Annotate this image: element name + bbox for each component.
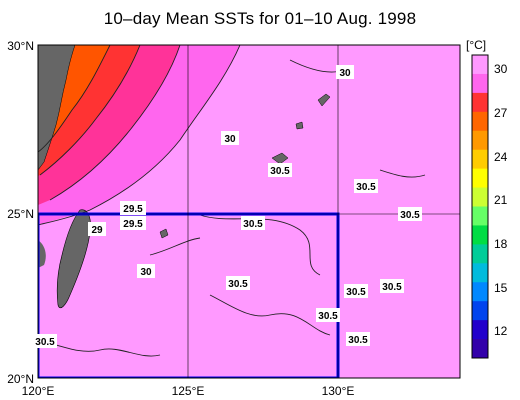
svg-text:30: 30 [224,134,236,145]
lat-label-20: 20°N [7,372,34,386]
svg-text:30.5: 30.5 [270,166,290,177]
svg-text:30.5: 30.5 [382,282,402,293]
isotherm-label: 30.5 [354,179,378,193]
isotherm-label: 30.5 [268,163,292,177]
svg-text:29.5: 29.5 [123,204,143,215]
isotherm-label: 30.5 [316,308,340,322]
yaeyama-island [159,228,169,239]
colorbar-tick: 21 [494,193,508,207]
isotherm-lines [38,45,426,357]
okinawa-island [317,93,331,107]
colorbar-swatch [472,244,488,264]
colorbar-swatch [472,73,488,94]
lon-label-120: 120°E [22,384,55,398]
isotherm-label: 29.5 [120,201,146,215]
miyako-island [271,152,289,165]
colorbar-swatch [472,206,488,226]
colorbar-tick: 18 [494,237,508,251]
colorbar-swatch [472,282,488,302]
lon-label-125: 125°E [172,384,205,398]
colorbar-swatch [472,301,488,321]
isotherm-labels: 30 30 30.5 30.5 30.5 29.5 29.5 29 30.5 3… [33,65,422,348]
isotherm-label: 30.5 [241,216,265,230]
ryukyu-island [295,121,304,130]
colorbar-frame [471,54,489,359]
isotherm-label: 30.5 [346,332,370,346]
lon-label-130: 130°E [322,384,355,398]
svg-text:29.5: 29.5 [123,219,143,230]
svg-text:29: 29 [91,225,103,236]
colorbar-swatch [472,187,488,207]
mainland-coast-south [38,240,46,268]
colorbar [471,54,489,359]
colorbar-swatch [472,320,488,340]
isotherm-label: 29 [88,222,106,236]
colorbar-tick: 12 [494,324,508,338]
lat-label-25: 25°N [7,207,34,221]
isotherm-label: 30.5 [398,207,422,221]
colorbar-tick: 30 [494,62,508,76]
colorbar-swatch [472,111,488,132]
isotherm-label: 30 [221,131,239,145]
graticule [38,45,460,378]
colorbar-swatch [472,168,488,189]
svg-text:30.5: 30.5 [356,182,376,193]
svg-text:30.5: 30.5 [318,311,338,322]
svg-text:30.5: 30.5 [346,287,366,298]
colorbar-tick: 15 [494,281,508,295]
svg-text:30: 30 [140,267,152,278]
svg-text:30.5: 30.5 [348,335,368,346]
map-title: 10–day Mean SSTs for 01–10 Aug. 1998 [103,9,417,28]
colorbar-tick: 24 [494,150,508,164]
colorbar-swatch [472,92,488,113]
isotherm-label: 30.5 [226,276,250,290]
svg-text:30.5: 30.5 [400,210,420,221]
colorbar-swatch [472,263,488,283]
colorbar-swatch [472,55,488,75]
svg-text:30.5: 30.5 [243,219,263,230]
colorbar-swatch [472,149,488,170]
svg-text:30: 30 [339,68,351,79]
colorbar-tick: 27 [494,106,508,120]
svg-text:30.5: 30.5 [35,337,55,348]
colorbar-unit: [°C] [466,38,487,52]
isotherm-label: 30.5 [33,334,57,348]
isotherm-label: 30 [336,65,354,79]
colorbar-swatch [472,225,488,245]
colorbar-swatch [472,339,488,359]
isotherm-label: 29.5 [120,216,146,230]
isotherm-label: 30.5 [344,284,368,298]
colorbar-swatch [472,130,488,151]
lat-label-30: 30°N [7,39,34,53]
svg-text:30.5: 30.5 [228,279,248,290]
mainland-coast [38,45,76,171]
map-frame [37,44,461,379]
isotherm-label: 30.5 [380,279,404,293]
isotherm-label: 30 [137,264,155,278]
